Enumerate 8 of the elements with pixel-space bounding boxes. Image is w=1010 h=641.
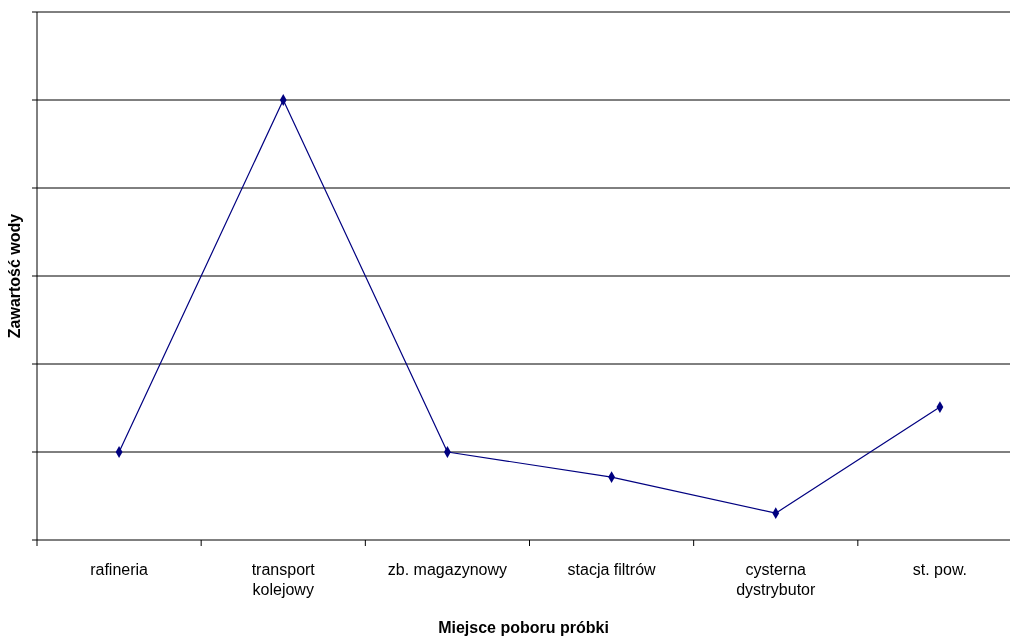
x-tick-label: st. pow. [912, 561, 968, 578]
x-tick-label: rafineria [90, 561, 149, 578]
y-axis-title: Zawartość wody [6, 213, 23, 339]
x-tick-label: transport kolejowy [251, 561, 316, 598]
x-tick-label: stacja filtrów [567, 561, 657, 578]
x-axis-title: Miejsce poboru próbki [438, 619, 609, 636]
x-tick-label: cysterna dystrybutor [736, 561, 816, 598]
x-tick-label: zb. magazynowy [387, 561, 507, 578]
